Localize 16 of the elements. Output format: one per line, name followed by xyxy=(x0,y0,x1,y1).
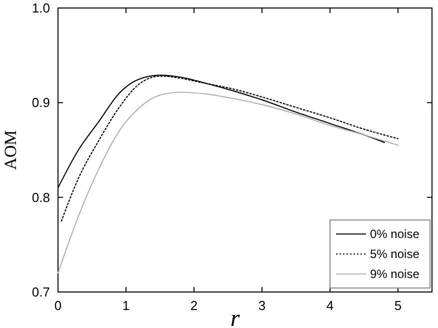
y-tick-label: 0.7 xyxy=(32,284,50,300)
y-tick-label: 0.8 xyxy=(32,190,50,205)
x-tick-label: 0 xyxy=(54,298,62,313)
y-tick-label: 1.0 xyxy=(32,0,50,16)
x-tick-label: 1 xyxy=(122,298,130,313)
x-tick-label: 2 xyxy=(190,298,198,313)
y-axis-title: AOM xyxy=(1,130,20,170)
legend-label: 9% noise xyxy=(370,267,420,282)
x-axis-title: r xyxy=(230,306,240,328)
legend-label: 5% noise xyxy=(370,247,420,262)
y-tick-label: 0.9 xyxy=(32,95,50,110)
x-tick-label: 4 xyxy=(326,298,334,313)
line-series xyxy=(60,76,399,222)
x-tick-label: 3 xyxy=(258,298,266,313)
legend-label: 0% noise xyxy=(370,227,420,242)
x-tick-label: 5 xyxy=(394,298,402,313)
